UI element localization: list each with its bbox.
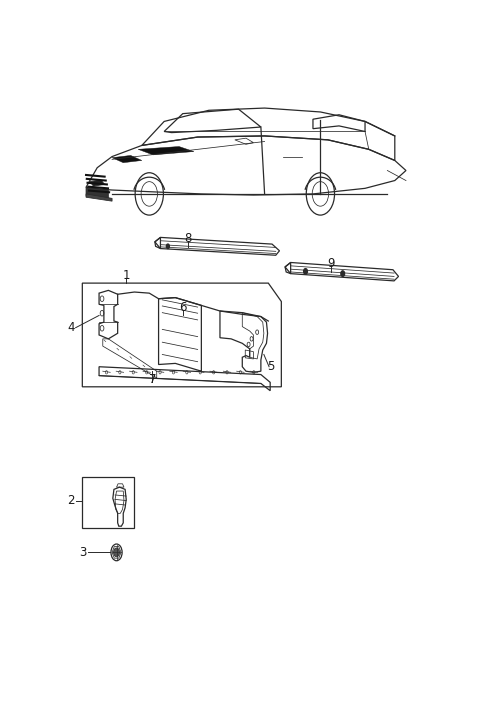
Circle shape xyxy=(341,271,345,277)
Text: 6: 6 xyxy=(179,300,187,313)
Text: 5: 5 xyxy=(268,361,275,374)
Text: 2: 2 xyxy=(67,494,75,507)
Text: 8: 8 xyxy=(185,232,192,245)
Circle shape xyxy=(114,548,120,557)
Polygon shape xyxy=(138,146,194,155)
Text: 7: 7 xyxy=(148,373,156,386)
Text: 9: 9 xyxy=(327,256,335,269)
Polygon shape xyxy=(86,194,112,201)
Circle shape xyxy=(167,244,169,248)
Circle shape xyxy=(304,269,307,274)
Polygon shape xyxy=(86,188,108,198)
Text: 4: 4 xyxy=(67,321,75,334)
Text: 3: 3 xyxy=(79,546,87,559)
Polygon shape xyxy=(90,180,105,186)
Text: 1: 1 xyxy=(122,269,130,282)
Polygon shape xyxy=(112,156,142,163)
